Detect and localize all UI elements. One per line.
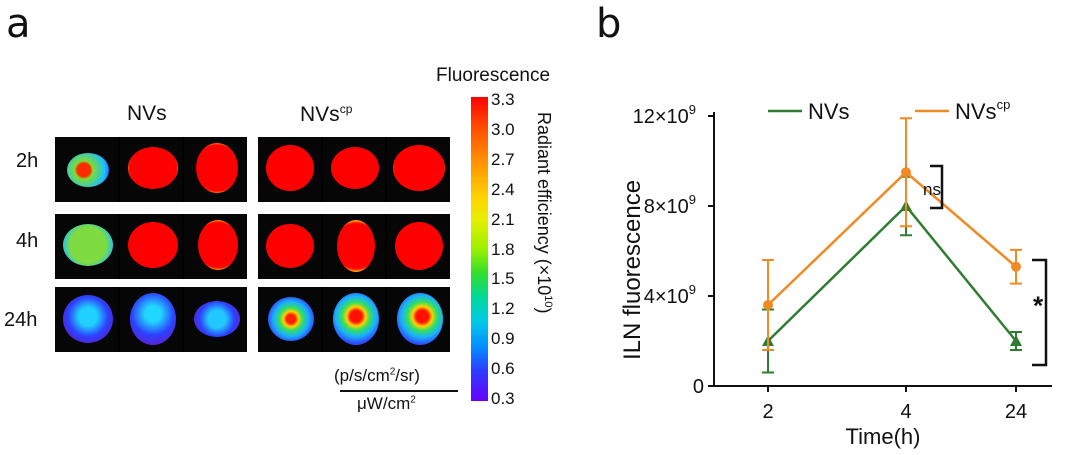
colorbar-tick-label: 0.3 (491, 389, 515, 408)
row-label-2h: 2h (16, 150, 39, 172)
colorbar-tick-label: 2.1 (491, 209, 515, 229)
x-tick-label: 2 (762, 401, 773, 423)
group-label-nvs-cp: NVscp (300, 102, 353, 126)
colorbar-tick-label: 0.9 (491, 329, 515, 349)
y-tick-label: 12×109 (633, 102, 696, 128)
row-label-24h: 24h (4, 309, 38, 331)
y-axis-label: ILN fluorescence (619, 180, 646, 360)
image-nvs-2h (55, 137, 248, 202)
panel-b-label: b (596, 1, 622, 47)
x-tick-label: 4 (900, 401, 911, 423)
colorbar-tick-label: 3.3 (491, 90, 515, 109)
series-line-nvs (767, 204, 1017, 342)
image-nvs-4h (55, 214, 248, 279)
colorbar-tick-label: 1.8 (491, 239, 515, 259)
series-line-nvs-cp (767, 170, 1017, 306)
image-nvs-cp-4h (258, 214, 451, 279)
group-label-nvs: NVs (127, 102, 167, 125)
panel-a-label: a (6, 1, 31, 47)
colorbar-tick-label: 2.7 (491, 149, 515, 169)
y-tick-label: 8×109 (644, 192, 696, 218)
colorbar-title: Fluorescence (436, 65, 551, 86)
significance-star: * (1033, 291, 1044, 321)
row-label-4h: 4h (16, 230, 39, 252)
data-point (901, 167, 911, 178)
colorbar-tick-label: 1.2 (491, 299, 515, 319)
y-tick-label: 0 (693, 376, 704, 398)
data-point (1010, 335, 1022, 346)
x-axis-label: Time(h) (846, 424, 921, 449)
image-nvs-cp-24h (258, 287, 451, 352)
colorbar-tick-label: 2.4 (491, 179, 515, 199)
significance-bracket (1032, 258, 1048, 367)
colorbar-tick-label: 3.0 (491, 119, 515, 139)
image-nvs-24h (55, 287, 248, 352)
significance-ns: ns (923, 180, 941, 199)
data-point (763, 300, 773, 310)
colorbar-unit-numerator: (p/s/cm2/sr) (334, 366, 420, 385)
image-nvs-cp-2h (258, 137, 451, 202)
colorbar-tick-label: 0.6 (491, 359, 515, 379)
x-tick-label: 24 (1005, 401, 1027, 423)
legend-label: NVs (808, 99, 850, 124)
data-point (1011, 261, 1021, 272)
significance-bracket (930, 164, 944, 210)
y-tick-label: 4×109 (644, 282, 696, 308)
colorbar-unit-denominator: μW/cm2 (357, 394, 416, 413)
colorbar-unit-fraction-line (340, 390, 458, 392)
colorbar (471, 97, 488, 401)
legend-label: NVscp (955, 97, 1010, 124)
colorbar-tick-label: 1.5 (491, 269, 515, 289)
